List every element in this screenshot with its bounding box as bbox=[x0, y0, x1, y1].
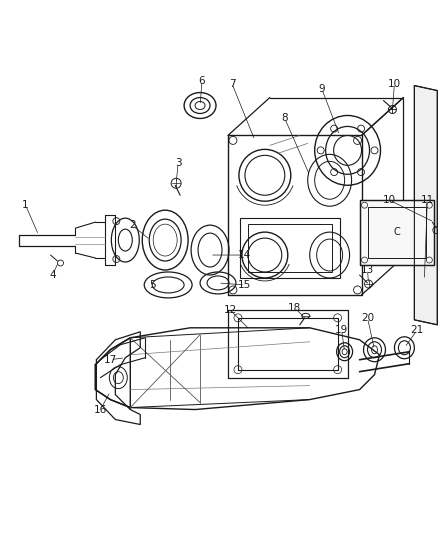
Text: 21: 21 bbox=[410, 325, 423, 335]
Text: 14: 14 bbox=[238, 250, 251, 260]
Text: 19: 19 bbox=[334, 325, 347, 335]
Text: 10: 10 bbox=[382, 195, 395, 205]
Text: 12: 12 bbox=[223, 305, 236, 315]
Text: 4: 4 bbox=[49, 270, 56, 280]
Text: C: C bbox=[392, 227, 399, 237]
Text: 2: 2 bbox=[129, 220, 135, 230]
Bar bbox=[367, 207, 425, 258]
Bar bbox=[359, 200, 433, 265]
Text: 6: 6 bbox=[198, 76, 205, 86]
Text: 20: 20 bbox=[360, 313, 373, 323]
Text: 8: 8 bbox=[281, 114, 287, 124]
Text: 18: 18 bbox=[287, 303, 301, 313]
Bar bbox=[359, 200, 433, 265]
Text: 17: 17 bbox=[103, 354, 117, 365]
Text: 5: 5 bbox=[148, 280, 155, 290]
Bar bbox=[247, 224, 331, 272]
Text: 13: 13 bbox=[360, 265, 373, 275]
Text: 9: 9 bbox=[318, 84, 324, 94]
Text: 16: 16 bbox=[94, 405, 107, 415]
Text: 10: 10 bbox=[387, 78, 400, 88]
Text: 15: 15 bbox=[238, 280, 251, 290]
Text: 7: 7 bbox=[228, 78, 235, 88]
Text: 11: 11 bbox=[420, 195, 433, 205]
Text: 1: 1 bbox=[22, 200, 29, 210]
Bar bbox=[240, 218, 339, 278]
Text: 3: 3 bbox=[174, 158, 181, 168]
Polygon shape bbox=[413, 86, 436, 325]
